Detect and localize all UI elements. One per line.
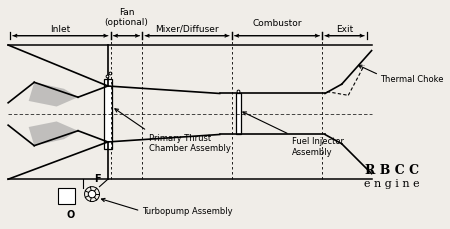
Circle shape: [88, 191, 96, 198]
Text: Mixer/Diffuser: Mixer/Diffuser: [155, 25, 219, 34]
Bar: [235, 94, 241, 135]
Polygon shape: [29, 122, 78, 146]
Text: Combustor: Combustor: [252, 19, 302, 28]
Text: Inlet: Inlet: [50, 25, 71, 34]
Text: Thermal Choke: Thermal Choke: [380, 75, 443, 84]
Text: R B C C: R B C C: [365, 164, 419, 177]
Text: O: O: [67, 209, 75, 219]
Polygon shape: [29, 83, 78, 107]
Bar: [58, 188, 75, 204]
Bar: [104, 79, 112, 150]
Text: e n g i n e: e n g i n e: [364, 178, 420, 188]
Text: Turbopump Assembly: Turbopump Assembly: [142, 207, 233, 215]
Text: Fuel Injector
Assembly: Fuel Injector Assembly: [292, 137, 344, 156]
Text: Exit: Exit: [336, 25, 353, 34]
Text: Fan
(optional): Fan (optional): [104, 8, 148, 27]
Text: F: F: [94, 173, 100, 183]
Text: Primary Thrust
Chamber Assembly: Primary Thrust Chamber Assembly: [149, 133, 231, 152]
